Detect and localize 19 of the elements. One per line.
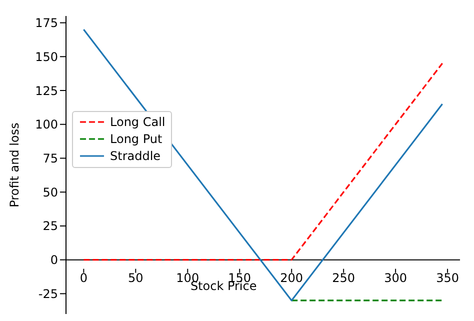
y-tick-label: -25 (38, 286, 58, 301)
y-tick-label: 100 (35, 118, 58, 132)
y-tick-label: 175 (35, 16, 58, 30)
y-tick-label: 75 (42, 151, 58, 166)
y-tick-label: 125 (35, 84, 58, 98)
legend-label: Long Put (110, 132, 162, 146)
y-tick-label: 25 (42, 219, 58, 234)
x-tick-label: 200 (280, 270, 304, 285)
y-tick-label: 0 (50, 253, 58, 268)
x-tick-label: 300 (384, 270, 407, 285)
x-tick-label: 0 (80, 270, 88, 285)
y-tick-label: 50 (42, 185, 58, 200)
x-tick-label: 50 (128, 270, 144, 285)
x-tick-label: 250 (332, 270, 356, 285)
y-axis-title: Profit and loss (7, 122, 22, 208)
y-tick-label: 150 (35, 50, 58, 64)
x-tick-label: 350 (436, 270, 459, 285)
legend-label: Straddle (110, 149, 161, 164)
legend-label: Long Call (110, 115, 166, 130)
